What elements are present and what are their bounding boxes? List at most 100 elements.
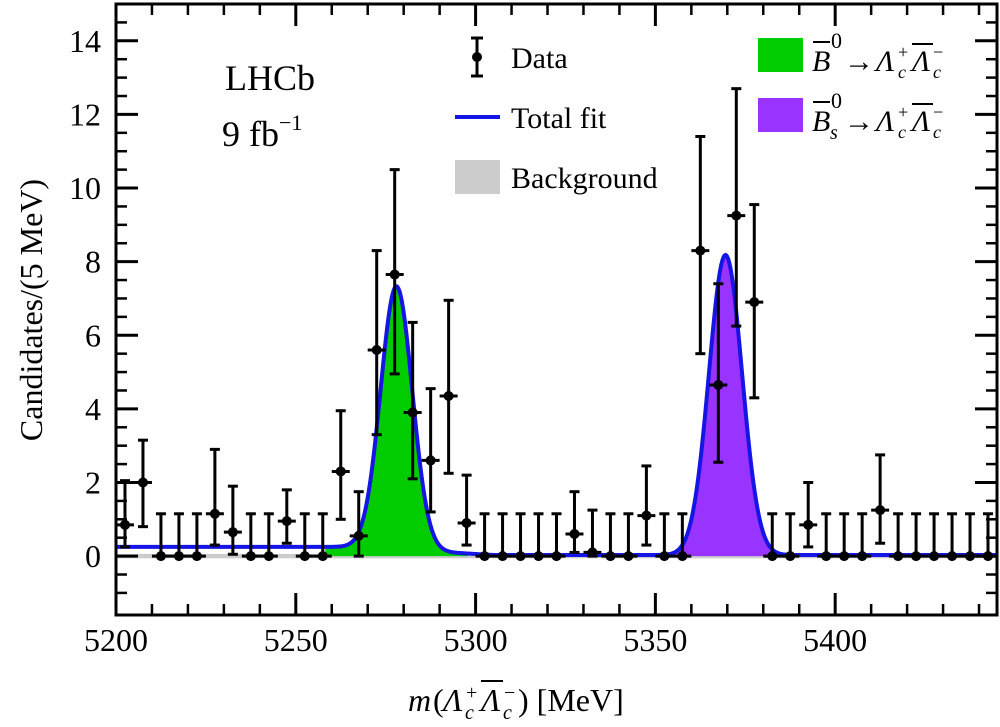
- data-point: [403, 320, 422, 481]
- data-point: [781, 512, 800, 562]
- y-axis-label: Candidates/(5 MeV): [13, 179, 49, 441]
- experiment-label: LHCb: [225, 58, 315, 98]
- data-point: [727, 87, 746, 328]
- x-tick-label: 5250: [264, 622, 328, 658]
- data-layer: [116, 87, 997, 562]
- data-point: [871, 453, 890, 545]
- legend-item-total-fit: Total fit: [455, 102, 607, 135]
- y-tick-label: 4: [85, 391, 101, 427]
- data-point: [799, 480, 818, 549]
- svg-text:−: −: [933, 102, 943, 122]
- svg-text:c: c: [898, 62, 906, 82]
- x-axis-label: m ( Λ + c Λ − c ) [MeV]: [408, 680, 624, 724]
- svg-text:B: B: [812, 45, 830, 78]
- data-point: [889, 512, 908, 562]
- legend-item-b0: B 0 → Λ + c Λ − c: [758, 28, 943, 82]
- legend-label-b0: B 0 → Λ + c Λ − c: [812, 28, 943, 82]
- y-tick-label: 12: [69, 96, 101, 132]
- y-tick-label: 2: [85, 464, 101, 500]
- data-point: [205, 447, 224, 547]
- data-point: [925, 512, 944, 562]
- x-axis-label-m: m: [408, 682, 431, 718]
- svg-text:Λ: Λ: [873, 45, 894, 78]
- tick-layer: [114, 4, 997, 615]
- fit-layer: [116, 252, 997, 557]
- svg-text:−: −: [933, 42, 943, 62]
- data-point: [601, 512, 620, 562]
- legend-data-marker: [472, 52, 482, 62]
- svg-text:s: s: [830, 122, 838, 144]
- total-fit-line: [116, 252, 997, 557]
- legend-label-background: Background: [511, 162, 658, 195]
- x-axis-label-sub1: c: [465, 702, 474, 724]
- legend: Data Total fit Background B 0 → Λ + c Λ …: [455, 28, 943, 195]
- data-point: [475, 512, 494, 562]
- y-tick-label: 0: [85, 538, 101, 574]
- data-point: [169, 512, 188, 562]
- data-point: [835, 512, 854, 562]
- data-point: [619, 512, 638, 562]
- x-axis-label-lambda1: Λ: [440, 682, 463, 718]
- data-point: [583, 508, 602, 558]
- data-point: [349, 490, 368, 558]
- data-point: [259, 512, 278, 562]
- x-tick-label: 5200: [84, 622, 148, 658]
- svg-text:c: c: [933, 62, 941, 82]
- x-tick-label: 5350: [623, 622, 687, 658]
- data-point: [511, 512, 530, 562]
- data-point: [313, 512, 332, 562]
- svg-text:c: c: [933, 122, 941, 142]
- legend-item-background: Background: [455, 160, 658, 195]
- data-point: [277, 488, 296, 545]
- svg-text:Λ: Λ: [873, 105, 894, 138]
- svg-text:c: c: [898, 122, 906, 142]
- legend-b0-swatch: [758, 38, 803, 72]
- data-point: [709, 282, 728, 464]
- tick-label-layer: 5200 5250 5300 5350 5400 0 2 4 6 8 10 12 14: [69, 23, 867, 658]
- x-axis-label-lambda2: Λ: [478, 682, 501, 718]
- y-tick-label: 8: [85, 244, 101, 280]
- legend-item-bs: B 0 s → Λ + c Λ − c: [758, 88, 943, 144]
- data-point: [673, 512, 692, 562]
- data-point: [565, 490, 584, 554]
- data-point: [655, 512, 674, 562]
- svg-text:0: 0: [831, 28, 842, 53]
- data-point: [295, 512, 314, 562]
- x-axis-label-sub2: c: [503, 702, 512, 724]
- svg-text:→: →: [844, 45, 874, 78]
- legend-background-swatch: [455, 160, 500, 194]
- b0-signal-area: [325, 286, 468, 557]
- legend-label-total-fit: Total fit: [511, 102, 607, 135]
- data-point: [817, 512, 836, 562]
- svg-text:+: +: [898, 102, 908, 122]
- bs-signal-area: [651, 255, 800, 557]
- legend-item-data: Data: [471, 36, 568, 78]
- data-point: [241, 512, 260, 562]
- data-point: [547, 512, 566, 562]
- data-point: [763, 512, 782, 562]
- data-point: [493, 512, 512, 562]
- data-point: [943, 512, 962, 562]
- y-tick-label: 10: [69, 170, 101, 206]
- plot-frame: [114, 2, 999, 617]
- data-point: [745, 203, 764, 400]
- luminosity-label: 9 fb−1: [222, 110, 302, 154]
- data-point: [691, 135, 710, 356]
- data-point: [223, 484, 242, 556]
- data-point: [637, 464, 656, 547]
- legend-bs-swatch: [758, 98, 803, 132]
- data-point: [421, 387, 440, 514]
- y-tick-label: 14: [69, 23, 101, 59]
- svg-text:+: +: [898, 42, 908, 62]
- x-tick-label: 5300: [444, 622, 508, 658]
- data-point: [385, 168, 404, 376]
- legend-label-data: Data: [511, 42, 568, 75]
- data-point: [439, 298, 458, 475]
- data-point: [151, 512, 170, 562]
- data-point: [187, 512, 206, 562]
- svg-text:0: 0: [831, 88, 842, 113]
- svg-text:Λ: Λ: [909, 105, 930, 138]
- legend-label-bs: B 0 s → Λ + c Λ − c: [812, 88, 943, 144]
